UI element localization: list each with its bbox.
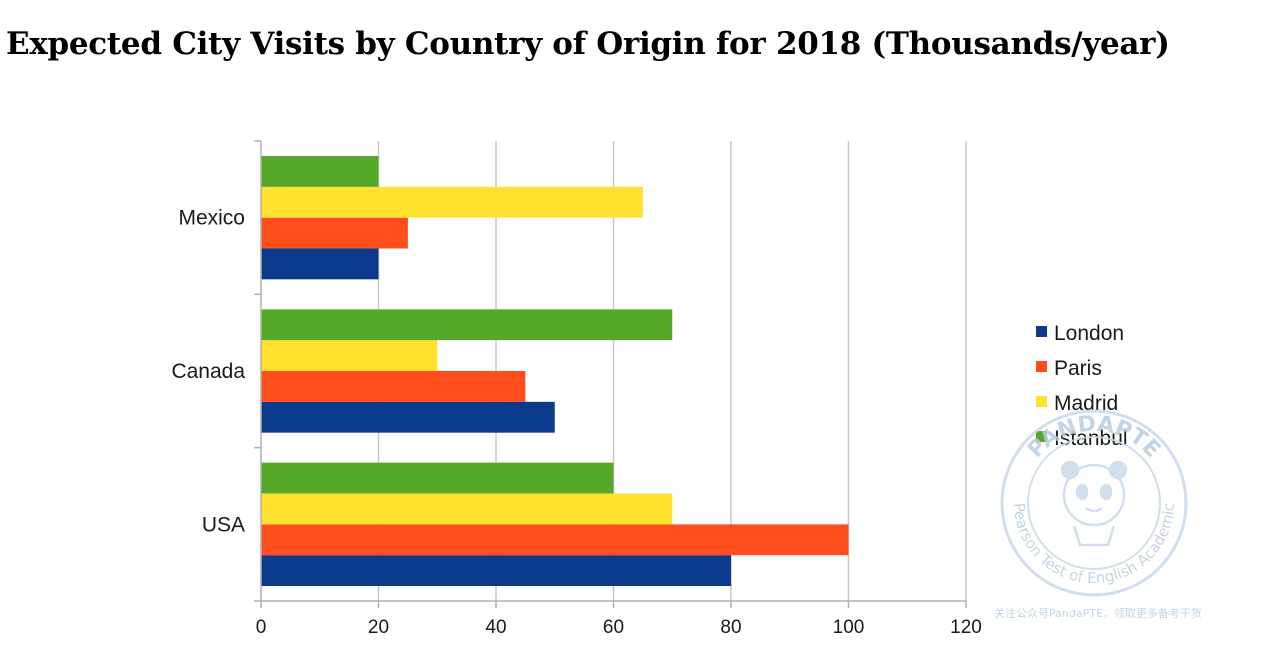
x-tick-label: 40 [485,617,506,638]
legend-swatch-istanbul [1036,431,1047,442]
tick-labels: 0 20 40 60 80 100 120 [256,617,982,638]
watermark-caption: 关注公众号PandaPTE，领取更多备考干货 [994,606,1202,620]
category-label: Mexico [178,207,245,230]
legend-label-istanbul: Istanbul [1054,427,1128,450]
legend-label-london: London [1054,322,1124,345]
chart-title: Expected City Visits by Country of Origi… [6,26,1170,62]
watermark-ring-outer [1000,409,1188,597]
bars [261,156,849,586]
legend: London Paris Madrid Istanbul [1036,322,1128,450]
category-label: Canada [171,360,245,383]
bar-paris-mexico [261,217,408,249]
legend-swatch-madrid [1036,396,1047,407]
bar-london-usa [261,555,731,586]
bar-madrid-usa [261,493,673,525]
bar-istanbul-mexico [261,156,379,187]
axes [254,140,967,608]
category-labels: Mexico Canada USA [171,207,245,537]
x-tick-label: 20 [368,617,389,638]
x-tick-label: 0 [256,617,267,638]
legend-label-paris: Paris [1054,357,1102,380]
bar-paris-canada [261,371,526,402]
bar-madrid-canada [261,340,438,371]
legend-swatch-london [1036,326,1047,337]
bar-paris-usa [261,524,849,556]
x-tick-label: 100 [833,617,865,638]
category-label: USA [202,513,245,536]
x-tick-label: 120 [950,617,982,638]
bar-istanbul-canada [261,309,673,341]
legend-label-madrid: Madrid [1054,392,1118,415]
x-tick-label: 60 [603,617,624,638]
bar-london-canada [261,401,555,433]
panda-icon [1060,460,1128,547]
legend-swatch-paris [1036,361,1047,372]
x-tick-label: 80 [720,617,741,638]
watermark-ring-inner [1027,436,1161,570]
bar-london-mexico [261,248,379,280]
bar-istanbul-usa [261,462,614,494]
bar-madrid-mexico [261,186,643,218]
